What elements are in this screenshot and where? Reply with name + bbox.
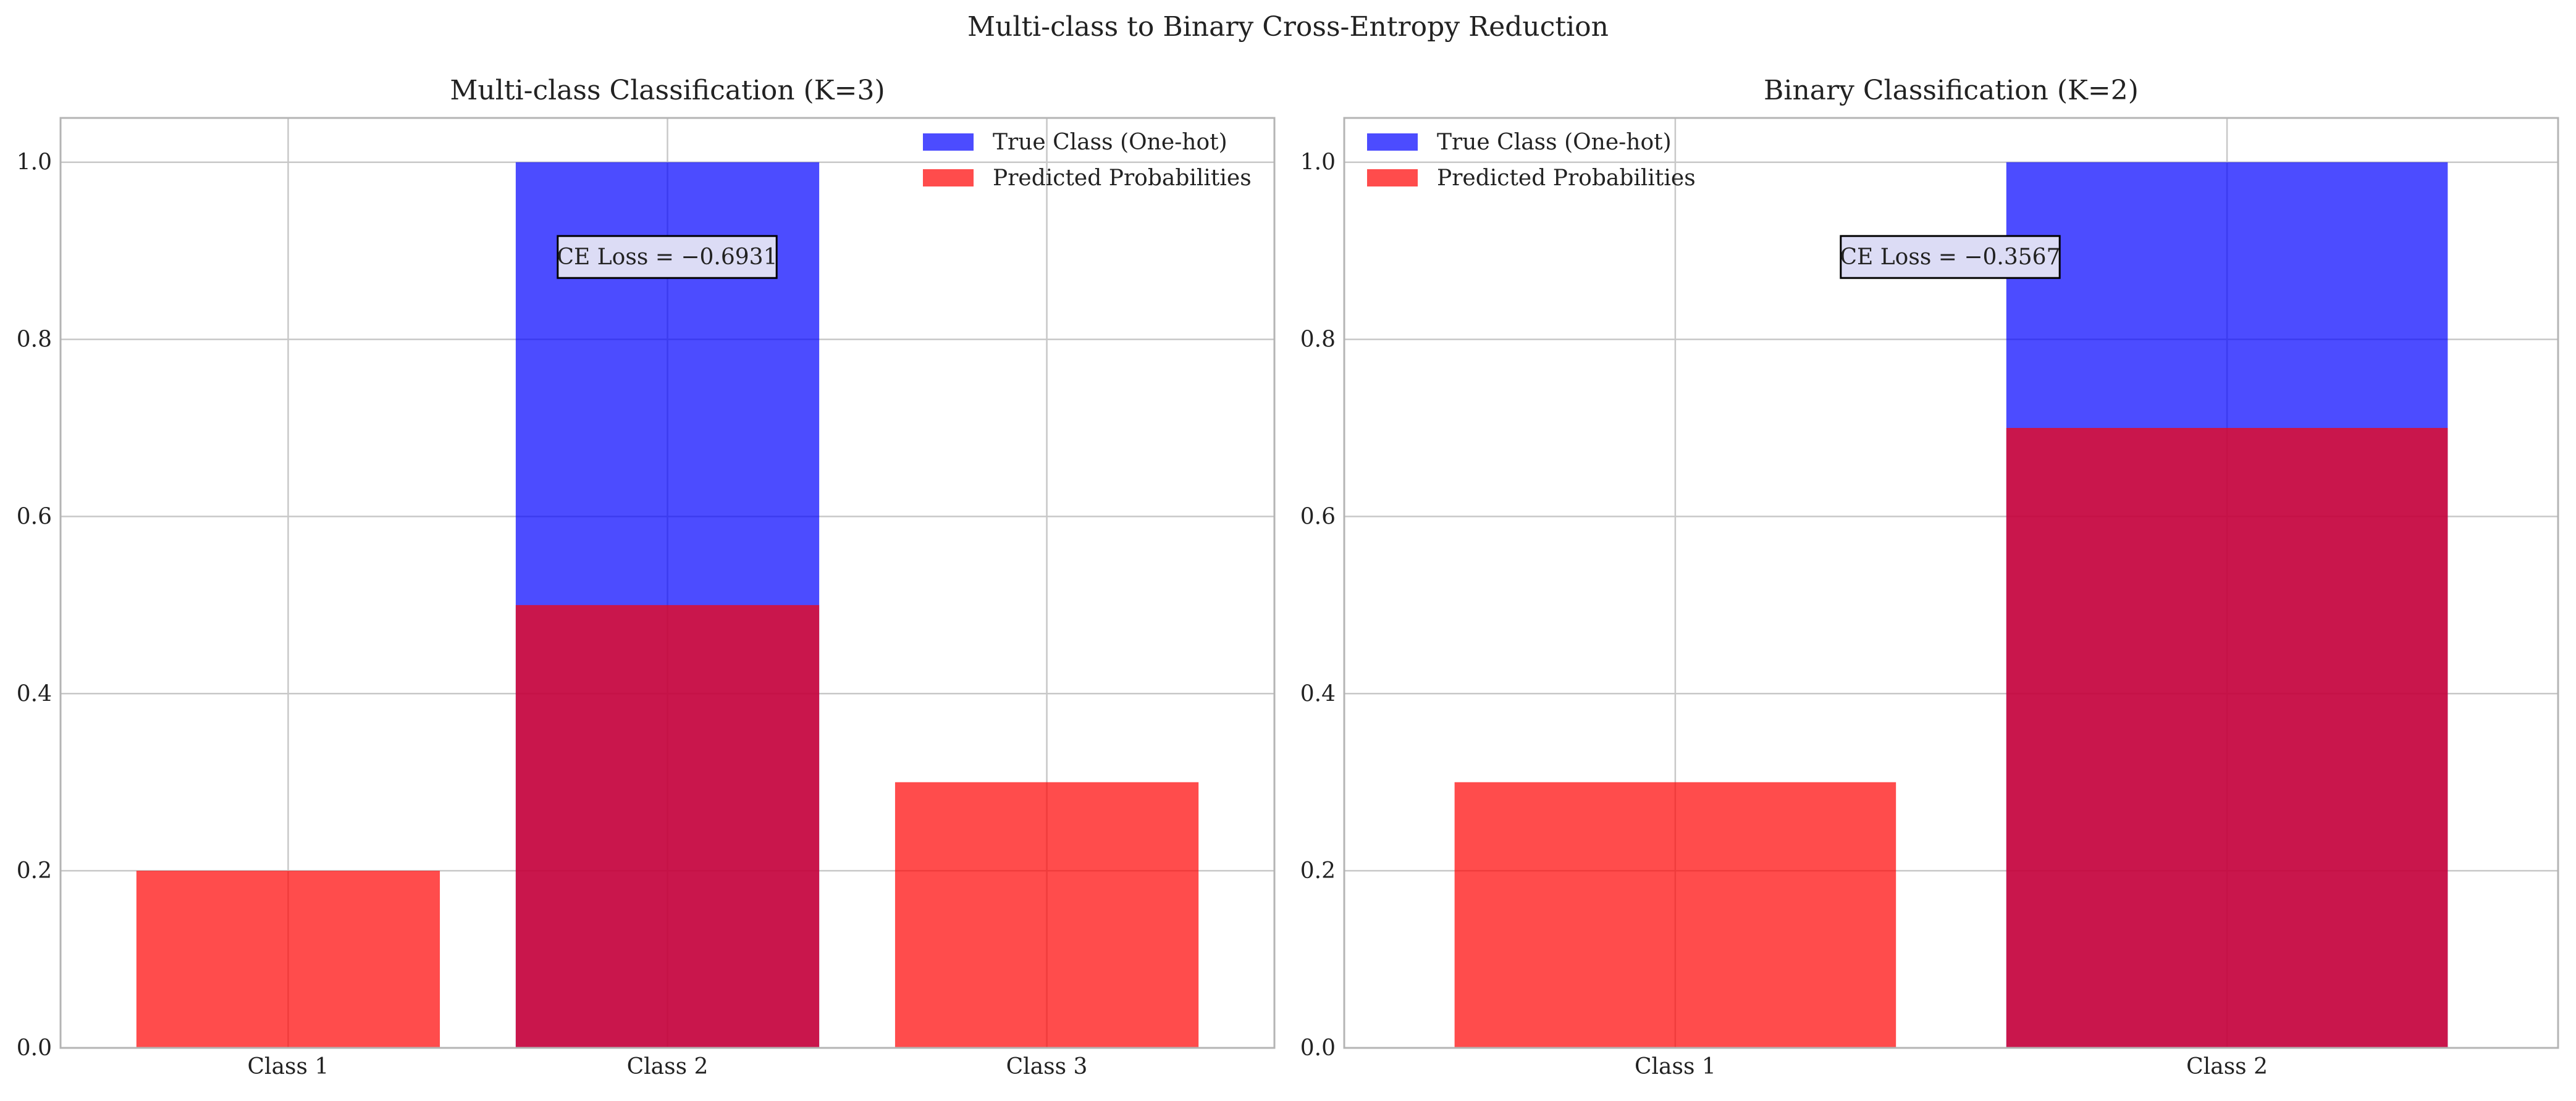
ce-loss-annotation: CE Loss = −0.3567 — [1840, 245, 2061, 270]
legend-swatch-2 — [923, 169, 974, 186]
y-tick-label: 0.8 — [1300, 327, 1336, 353]
legend-label-2: Predicted Probabilities — [1437, 165, 1696, 191]
legend-swatch-2 — [1367, 169, 1418, 186]
x-tick-label: Class 2 — [627, 1054, 709, 1079]
figure-suptitle: Multi-class to Binary Cross-Entropy Redu… — [967, 11, 1609, 43]
y-tick-label: 0.0 — [17, 1036, 52, 1061]
chart-panel-1: 0.0 0.2 0.4 0.6 0.8 1.0 Class 1 Class 2 Class 3 M… — [17, 75, 1276, 1079]
ce-loss-annotation: CE Loss = −0.6931 — [557, 245, 778, 270]
y-tick-label: 1.0 — [1300, 150, 1336, 175]
chart-panel-2: 0.0 0.2 0.4 0.6 0.8 1.0 Class 1 Class 2 Binary C… — [1300, 75, 2559, 1079]
panel-title: Binary Classification (K=2) — [1764, 75, 2139, 106]
x-tick-label: Class 1 — [248, 1054, 329, 1079]
y-tick-label: 0.8 — [17, 327, 52, 353]
y-tick-label: 0.0 — [1300, 1036, 1336, 1061]
legend-swatch-1 — [1367, 133, 1418, 151]
axes-frame — [1343, 117, 2559, 1049]
bar-predicted-1 — [1454, 782, 1896, 1048]
bar-predicted-2 — [515, 605, 820, 1048]
x-tick-label: Class 1 — [1635, 1054, 1716, 1079]
x-tick-label: Class 3 — [1006, 1054, 1088, 1079]
ce-loss-annotation-box — [1840, 235, 2061, 279]
legend-label-1: True Class (One-hot) — [1437, 130, 1672, 155]
bar-predicted-3 — [894, 782, 1199, 1048]
axes-frame — [59, 117, 1276, 1049]
legend-label-2: Predicted Probabilities — [993, 165, 1252, 191]
y-tick-label: 0.2 — [17, 858, 52, 884]
y-tick-label: 0.4 — [17, 681, 52, 706]
panel-title: Multi-class Classification (K=3) — [450, 75, 885, 106]
y-tick-label: 0.2 — [1300, 858, 1336, 884]
legend-label-1: True Class (One-hot) — [993, 130, 1227, 155]
y-tick-label: 1.0 — [17, 150, 52, 175]
legend-swatch-1 — [923, 133, 974, 151]
bar-predicted-1 — [136, 871, 440, 1048]
bar-predicted-2 — [2006, 428, 2448, 1048]
x-tick-label: Class 2 — [2186, 1054, 2268, 1079]
ce-loss-annotation-box — [557, 235, 778, 279]
y-tick-label: 0.6 — [1300, 504, 1336, 529]
y-tick-label: 0.6 — [17, 504, 52, 529]
y-tick-label: 0.4 — [1300, 681, 1336, 706]
